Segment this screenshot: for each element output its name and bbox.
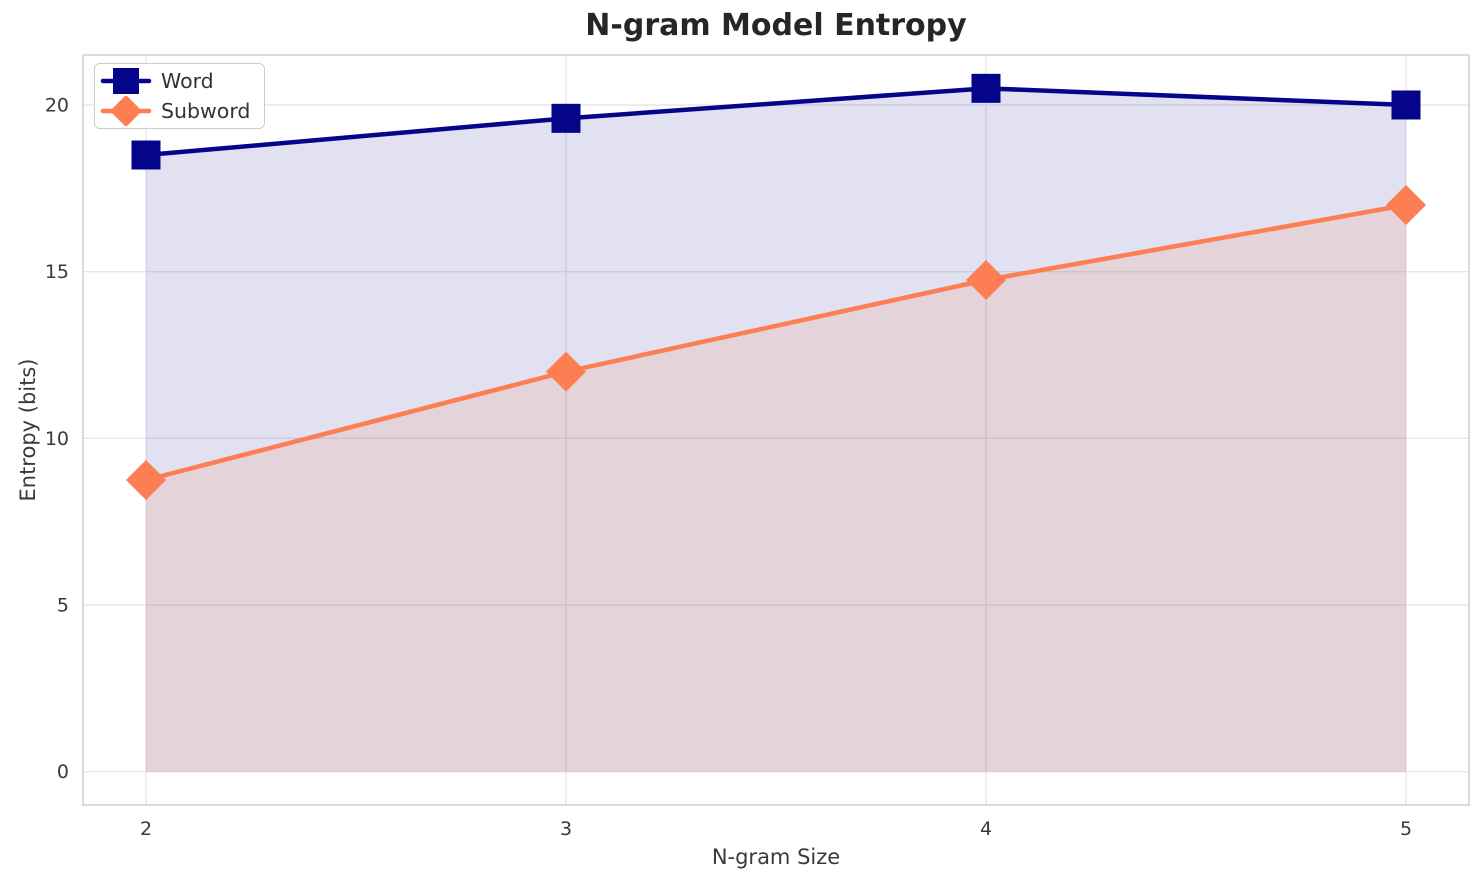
word-data-point-marker bbox=[1391, 90, 1421, 120]
x-tick-label: 5 bbox=[1400, 818, 1412, 840]
y-tick-label: 20 bbox=[45, 95, 69, 117]
word-data-point-marker bbox=[131, 140, 161, 170]
plot-frame bbox=[82, 54, 1470, 806]
chart-title: N-gram Model Entropy bbox=[585, 8, 967, 43]
y-tick-label: 10 bbox=[45, 428, 69, 450]
x-tick-label: 4 bbox=[980, 818, 992, 840]
word-data-point-marker bbox=[971, 73, 1001, 103]
y-tick-label: 15 bbox=[45, 261, 69, 283]
subword-series-legend-marker bbox=[100, 96, 152, 126]
subword-data-point-marker bbox=[546, 351, 586, 392]
legend-item-subword: Subword bbox=[100, 96, 250, 126]
word-series-legend-marker bbox=[100, 68, 152, 94]
y-tick-label: 0 bbox=[57, 761, 69, 783]
x-tick-label: 3 bbox=[560, 818, 572, 840]
y-tick-label: 5 bbox=[57, 595, 69, 617]
legend-item-word: Word bbox=[100, 66, 250, 96]
word-series-line bbox=[143, 86, 1409, 158]
legend: Word Subword bbox=[94, 63, 266, 129]
subword-data-point-marker bbox=[966, 260, 1006, 300]
subword-area-fill bbox=[146, 205, 1406, 772]
x-tick-label: 2 bbox=[140, 818, 152, 840]
word-data-point-marker bbox=[551, 103, 581, 133]
square-marker-icon bbox=[113, 68, 139, 94]
subword-data-point-marker bbox=[126, 460, 166, 500]
diamond-marker-icon bbox=[110, 96, 142, 126]
subword-series-line bbox=[143, 202, 1409, 483]
x-axis-label: N-gram Size bbox=[711, 845, 841, 869]
legend-label-subword: Subword bbox=[161, 99, 251, 123]
subword-data-point-marker bbox=[1386, 185, 1426, 225]
legend-label-word: Word bbox=[161, 69, 214, 93]
